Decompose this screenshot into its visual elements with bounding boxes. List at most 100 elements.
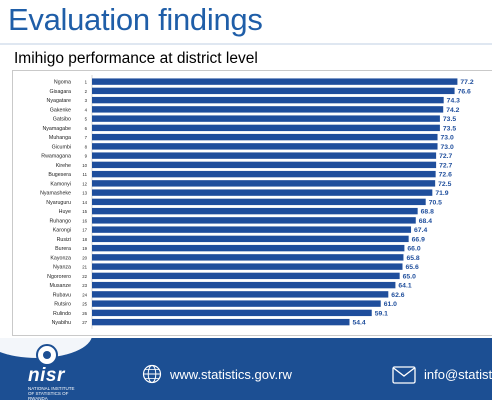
email-link[interactable]: info@statist (424, 367, 492, 382)
nisr-logo-icon (36, 344, 58, 366)
bar (92, 217, 416, 224)
value-label: 67.4 (414, 227, 427, 234)
category-label: Musanze (50, 283, 72, 289)
value-label: 61.0 (384, 301, 397, 308)
category-label: Nyanza (53, 265, 71, 271)
globe-icon (142, 364, 162, 384)
mail-icon (392, 366, 416, 384)
rank-label: 18 (82, 237, 87, 242)
category-label: Muhanga (49, 135, 71, 141)
rank-label: 6 (85, 126, 88, 131)
category-label: Bugesera (48, 172, 71, 178)
value-label: 64.1 (398, 283, 411, 290)
bar (92, 254, 404, 261)
category-label: Gicumbi (52, 144, 71, 150)
category-label: Gakenke (50, 107, 71, 113)
bar (92, 198, 426, 206)
value-label: 73.5 (443, 116, 456, 123)
category-label: Rubavu (53, 292, 71, 298)
value-label: 65.0 (403, 273, 416, 280)
value-label: 73.0 (441, 144, 454, 151)
rank-label: 11 (83, 172, 88, 177)
website-link[interactable]: www.statistics.gov.rw (170, 367, 292, 382)
rank-label: 1 (85, 80, 88, 85)
value-label: 76.6 (458, 88, 471, 95)
rank-label: 15 (82, 209, 87, 214)
value-label: 72.7 (439, 153, 452, 160)
rank-label: 5 (85, 117, 88, 122)
rank-label: 13 (82, 191, 87, 196)
rank-label: 19 (82, 246, 87, 251)
value-label: 66.0 (407, 246, 420, 253)
bar (92, 152, 437, 159)
bar (92, 115, 440, 122)
rank-label: 25 (82, 302, 87, 307)
bar (92, 133, 438, 141)
bar (92, 189, 433, 196)
rank-label: 16 (82, 218, 87, 223)
bar (92, 272, 400, 280)
bar (92, 207, 418, 215)
category-label: Ngororero (47, 274, 71, 280)
value-label: 59.1 (375, 310, 388, 317)
chart-panel: Ngoma 1 77.2 Gisagara 2 76.6 Nyagatare 3 74.3 Gak… (12, 70, 492, 336)
footer-bar: nisr NATIONAL INSTITUTE OF STATISTICS OF… (0, 338, 492, 400)
value-label: 73.5 (443, 125, 456, 132)
category-label: Kayonza (50, 255, 71, 261)
value-label: 74.3 (447, 98, 460, 105)
category-label: Nyamagabe (42, 126, 71, 132)
value-label: 72.6 (439, 172, 452, 179)
bar (92, 226, 412, 233)
bar (92, 143, 438, 150)
nisr-logo-subtext: NATIONAL INSTITUTE OF STATISTICS OF RWAN… (28, 386, 75, 400)
value-label: 62.6 (391, 292, 404, 299)
category-label: Rulindo (53, 311, 71, 317)
value-label: 73.0 (441, 135, 454, 142)
rank-label: 27 (82, 320, 87, 325)
value-label: 66.9 (412, 236, 425, 243)
rank-label: 22 (82, 274, 87, 279)
category-label: Kirehe (56, 163, 71, 169)
rank-label: 17 (82, 228, 87, 233)
category-label: Karongi (53, 228, 71, 234)
nisr-logo-text: nisr (28, 365, 65, 386)
value-label: 74.2 (446, 107, 459, 114)
bar (92, 161, 437, 169)
value-label: 72.7 (439, 162, 452, 169)
rank-label: 23 (82, 283, 87, 288)
category-label: Nyagatare (47, 98, 71, 104)
value-label: 68.8 (421, 209, 434, 216)
value-label: 70.5 (429, 199, 442, 206)
category-label: Nyamasheke (40, 191, 71, 197)
category-label: Ngoma (54, 80, 71, 86)
bar (92, 124, 440, 132)
value-label: 71.9 (435, 190, 448, 197)
category-label: Gisagara (50, 89, 72, 95)
rank-label: 3 (85, 98, 88, 103)
rank-label: 24 (82, 292, 87, 297)
rank-label: 9 (85, 154, 88, 159)
value-label: 54.4 (352, 320, 365, 327)
bar (92, 106, 444, 113)
bar (92, 281, 396, 289)
rank-label: 2 (85, 89, 88, 94)
rank-label: 8 (85, 144, 88, 149)
value-label: 77.2 (460, 79, 473, 86)
rank-label: 10 (82, 163, 87, 168)
bar (92, 235, 409, 243)
category-label: Burera (55, 246, 71, 252)
category-label: Rwamagana (41, 154, 71, 160)
value-label: 65.8 (406, 255, 419, 262)
rank-label: 26 (82, 311, 87, 316)
value-label: 68.4 (419, 218, 432, 225)
bar (92, 78, 458, 85)
category-label: Huye (59, 209, 71, 215)
bar (92, 180, 436, 187)
bar (92, 318, 350, 326)
category-label: Nyabihu (52, 320, 71, 326)
bar (92, 300, 381, 307)
bar (92, 170, 436, 178)
bar (92, 96, 444, 104)
title-divider (0, 43, 492, 45)
category-label: Ruhango (49, 218, 71, 224)
